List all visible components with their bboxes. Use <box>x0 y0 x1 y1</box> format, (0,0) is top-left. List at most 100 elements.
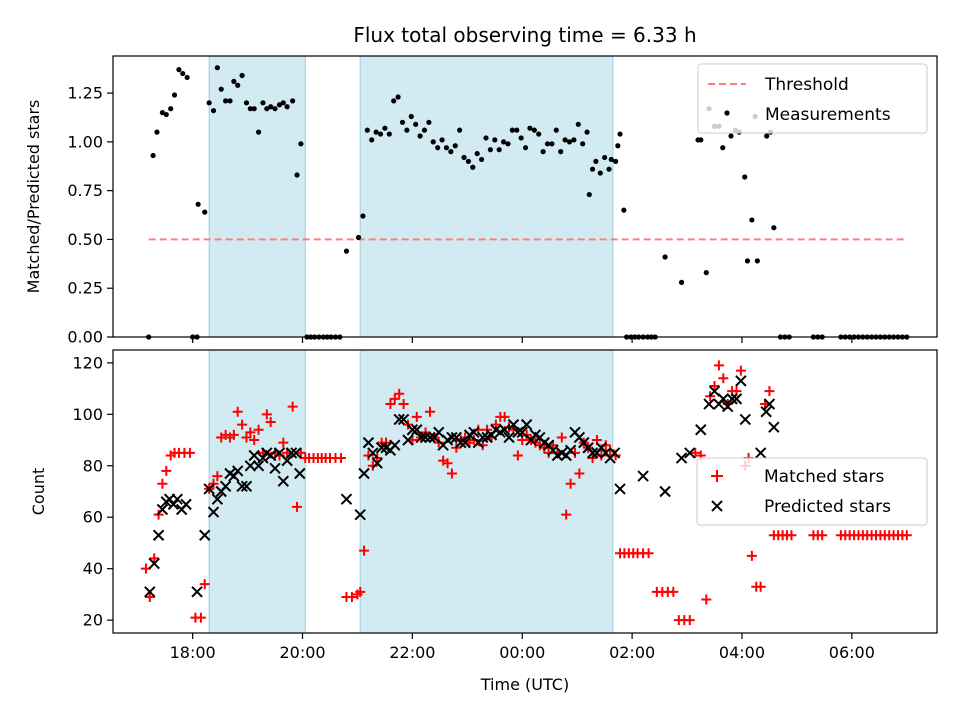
measurement-point <box>298 141 304 147</box>
measurement-point <box>487 147 493 153</box>
measurement-point <box>163 111 169 118</box>
measurement-point <box>439 137 445 143</box>
predicted-star-point <box>285 447 298 459</box>
measurement-point <box>509 127 515 133</box>
predicted-star-point <box>371 457 383 469</box>
predicted-star-point <box>637 470 649 482</box>
matched-star-point <box>385 399 396 410</box>
matched-star-point <box>596 450 607 461</box>
matched-star-point <box>746 550 757 561</box>
bottom-y-tick-label: 60 <box>83 508 103 527</box>
predicted-stars-legend-label: Predicted stars <box>764 497 891 517</box>
predicted-star-point <box>397 413 410 426</box>
measurement-point <box>589 166 596 172</box>
matched-stars-legend-swatch <box>711 470 723 482</box>
top-y-tick-label: 0.50 <box>67 230 103 249</box>
matched-star-point <box>701 594 712 605</box>
measurement-point <box>678 279 685 285</box>
predicted-star-point <box>199 529 211 541</box>
measurement-point <box>608 156 614 163</box>
predicted-star-point <box>144 586 156 598</box>
bottom-x-tick-label: 06:00 <box>829 643 875 662</box>
measurement-point <box>720 145 726 151</box>
measurement-point <box>483 135 489 141</box>
predicted-star-point <box>739 413 751 426</box>
matched-star-point <box>389 393 400 404</box>
predicted-star-point <box>252 460 265 472</box>
measurement-point <box>771 225 777 231</box>
predicted-star-point <box>760 406 772 418</box>
matched-star-point <box>684 615 695 626</box>
measurement-point <box>584 129 590 135</box>
measurement-point <box>150 152 156 159</box>
measurement-point <box>465 158 472 164</box>
top-shaded-intervals <box>208 55 614 338</box>
measurement-point <box>452 143 458 149</box>
measurement-point <box>276 102 283 108</box>
measurement-point <box>195 201 201 207</box>
measurement-point <box>586 191 592 198</box>
measurement-point <box>435 145 441 151</box>
measurement-point <box>536 131 542 137</box>
top-y-tick-label: 1.00 <box>67 132 103 151</box>
bottom-legend-box <box>696 457 928 526</box>
measurement-point <box>210 108 217 114</box>
measurement-point <box>272 106 278 112</box>
predicted-star-point <box>290 447 302 459</box>
predicted-star-point <box>520 418 533 431</box>
measurement-point <box>470 164 476 170</box>
predicted-star-point <box>608 447 621 459</box>
measurement-point <box>430 139 436 145</box>
top-legend-box <box>697 63 928 134</box>
predicted-star-point <box>763 398 776 410</box>
matched-star-point <box>713 360 724 371</box>
measurement-point <box>290 98 296 104</box>
bottom-x-tick-label: 04:00 <box>719 643 765 662</box>
top-legend: Threshold Measurements <box>697 63 928 134</box>
measurement-point <box>264 106 270 112</box>
predicted-star-point <box>152 529 165 541</box>
top-x-ticks <box>192 337 853 343</box>
measurement-point <box>355 234 362 241</box>
measurement-point <box>749 217 755 223</box>
measurement-point <box>527 125 533 131</box>
matched-star-point <box>735 365 746 376</box>
predicted-star-point <box>389 439 401 451</box>
predicted-star-point <box>703 398 715 410</box>
measurement-point <box>744 258 751 264</box>
bottom-x-tick-label: 20:00 <box>279 643 325 662</box>
matched-star-point <box>241 432 252 443</box>
top-y-axis-label: Matched/Predicted stars <box>24 100 43 294</box>
measurement-point <box>698 137 704 143</box>
bottom-y-tick-label: 100 <box>72 405 103 424</box>
measurement-point <box>386 131 392 137</box>
measurement-point <box>461 154 467 161</box>
x-axis-label: Time (UTC) <box>480 675 569 694</box>
measurement-point <box>168 106 174 112</box>
measurement-point <box>343 248 350 254</box>
matched-star-point <box>569 447 580 458</box>
matched-star-point <box>355 586 366 597</box>
predicted-star-point <box>726 393 738 405</box>
measurement-point <box>597 170 603 176</box>
top-y-tick-label: 0.00 <box>67 328 103 347</box>
matched-star-point <box>668 586 679 597</box>
predicted-star-point <box>498 424 511 436</box>
matched-star-point <box>367 460 378 471</box>
predicted-star-point <box>294 467 306 480</box>
measurement-point <box>575 121 581 127</box>
measurement-point <box>500 139 507 145</box>
matched-star-point <box>184 447 195 458</box>
matched-star-point <box>561 509 572 520</box>
matched-star-point <box>556 432 567 443</box>
predicted-star-point <box>586 447 599 459</box>
matched-star-point <box>199 579 210 590</box>
measurement-point <box>235 82 241 88</box>
predicted-star-point <box>340 493 353 505</box>
predicted-star-point <box>248 449 260 462</box>
predicted-star-point <box>424 431 436 444</box>
bottom-x-tick-label: 18:00 <box>170 643 216 662</box>
top-y-tick-label: 0.25 <box>67 279 103 298</box>
predicted-star-point <box>695 424 707 436</box>
matched-star-point <box>786 530 797 541</box>
